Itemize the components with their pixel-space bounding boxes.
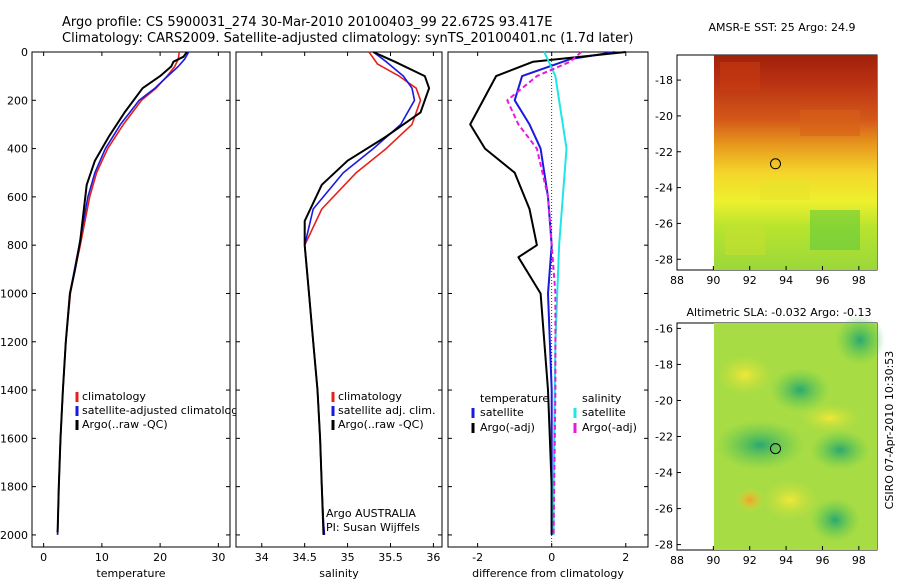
map-y-tick-label: -26 bbox=[655, 217, 673, 230]
x-tick-label: 30 bbox=[211, 551, 225, 564]
x-tick-label: 35.5 bbox=[378, 551, 403, 564]
legend-entry: climatology bbox=[338, 390, 402, 403]
map-y-tick-label: -28 bbox=[655, 253, 673, 266]
sst-heatmap-patches bbox=[720, 62, 860, 255]
map-y-tick-label: -26 bbox=[655, 503, 673, 516]
x-tick-label: 34.5 bbox=[292, 551, 317, 564]
map-y-tick-label: -24 bbox=[655, 467, 673, 480]
series-line-2 bbox=[56, 51, 188, 533]
sst-map-title: AMSR-E SST: 25 Argo: 24.9 bbox=[708, 21, 855, 34]
y-tick-label: 600 bbox=[7, 191, 28, 204]
difference-panel: -2 0 2 difference from climatology temperatu… bbox=[447, 51, 649, 580]
legend-entry: Argo(-adj) bbox=[582, 421, 637, 434]
y-tick-label: 1000 bbox=[0, 287, 28, 300]
x-tick-label: 2 bbox=[622, 551, 629, 564]
sst-map-panel: AMSR-E SST: 25 Argo: 24.9 88 90 92 94 96 98 -2… bbox=[655, 21, 878, 287]
legend-entry: climatology bbox=[82, 390, 146, 403]
sst-map-axes: 88 90 92 94 96 98 -28 -26 -24 -22 -20 -18 bbox=[655, 74, 866, 287]
map-y-tick-label: -28 bbox=[655, 539, 673, 552]
x-tick-label: 10 bbox=[95, 551, 109, 564]
map-x-tick-label: 90 bbox=[706, 554, 720, 567]
timestamp-label: CSIRO 07-Apr-2010 10:30:53 bbox=[883, 351, 896, 510]
sla-map-panel: Altimetric SLA: -0.032 Argo: -0.13 88 90 9… bbox=[655, 306, 885, 567]
map-y-tick-label: -18 bbox=[655, 74, 673, 87]
map-x-tick-label: 98 bbox=[852, 274, 866, 287]
legend-entry: Argo(..raw -QC) bbox=[338, 418, 424, 431]
y-tick-label: 800 bbox=[7, 239, 28, 252]
legend-entry: temperature bbox=[480, 392, 549, 405]
x-tick-label: 0 bbox=[548, 551, 555, 564]
y-tick-label: 1800 bbox=[0, 481, 28, 494]
x-axis-label: temperature bbox=[96, 567, 165, 580]
x-tick-label: 20 bbox=[153, 551, 167, 564]
sla-argo-location-marker bbox=[769, 443, 781, 455]
salinity-panel: 34 34.5 35 35.5 36 salinity climatologysatelli… bbox=[235, 51, 443, 580]
map-y-tick-label: -24 bbox=[655, 182, 673, 195]
map-x-tick-label: 96 bbox=[815, 554, 829, 567]
y-tick-label: 200 bbox=[7, 94, 28, 107]
sla-map-title: Altimetric SLA: -0.032 Argo: -0.13 bbox=[687, 306, 872, 319]
legend-entry: Argo(-adj) bbox=[480, 421, 535, 434]
x-axis-label: salinity bbox=[319, 567, 359, 580]
legend-entry: satellite bbox=[480, 406, 524, 419]
series-line-3 bbox=[506, 51, 582, 535]
x-tick-label: 36 bbox=[426, 551, 440, 564]
sla-heatmap-patches bbox=[715, 315, 885, 542]
series-line-2 bbox=[543, 51, 568, 535]
y-tick-label: 400 bbox=[7, 143, 28, 156]
series-line-2 bbox=[303, 51, 431, 535]
sla-map-axes: 88 90 92 94 96 98 -28 -26 -24 -22 -20 -18 -16 bbox=[655, 322, 866, 567]
plot-frame bbox=[235, 51, 443, 548]
argo-annotation: Argo AUSTRALIA bbox=[326, 507, 416, 520]
map-y-tick-label: -22 bbox=[655, 431, 673, 444]
x-tick-label: 0 bbox=[40, 551, 47, 564]
map-x-tick-label: 92 bbox=[743, 274, 757, 287]
x-axis-label: difference from climatology bbox=[472, 567, 624, 580]
x-tick-label: 35 bbox=[341, 551, 355, 564]
map-x-tick-label: 94 bbox=[779, 274, 793, 287]
map-x-tick-label: 90 bbox=[706, 274, 720, 287]
x-tick-label: 34 bbox=[255, 551, 269, 564]
map-x-tick-label: 88 bbox=[670, 274, 684, 287]
map-y-tick-label: -20 bbox=[655, 110, 673, 123]
plot-frame bbox=[31, 51, 231, 548]
map-y-tick-label: -18 bbox=[655, 358, 673, 371]
map-x-tick-label: 96 bbox=[815, 274, 829, 287]
legend-entry: satellite-adjusted climatology bbox=[82, 404, 245, 417]
temperature-panel: 0 10 20 30 0 200 400 600 800 1000 1200 1400 1600 1800… bbox=[0, 46, 245, 580]
series-line-0 bbox=[513, 51, 615, 535]
legend-entry: satellite adj. clim. bbox=[338, 404, 435, 417]
y-tick-label: 0 bbox=[21, 46, 28, 59]
map-x-tick-label: 92 bbox=[743, 554, 757, 567]
figure-title-line2: Climatology: CARS2009. Satellite-adjuste… bbox=[62, 31, 634, 46]
map-x-tick-label: 98 bbox=[852, 554, 866, 567]
sst-argo-location-marker bbox=[769, 158, 781, 170]
map-x-tick-label: 94 bbox=[779, 554, 793, 567]
legend-entry: satellite bbox=[582, 406, 626, 419]
map-y-tick-label: -22 bbox=[655, 146, 673, 159]
y-tick-label: 1400 bbox=[0, 384, 28, 397]
map-x-tick-label: 88 bbox=[670, 554, 684, 567]
y-tick-label: 1600 bbox=[0, 432, 28, 445]
y-tick-label: 1200 bbox=[0, 336, 28, 349]
legend-entry: salinity bbox=[582, 392, 622, 405]
map-y-tick-label: -16 bbox=[655, 322, 673, 335]
map-y-tick-label: -20 bbox=[655, 394, 673, 407]
series-line-1 bbox=[469, 51, 626, 535]
figure-title-line1: Argo profile: CS 5900031_274 30-Mar-2010… bbox=[62, 15, 552, 30]
legend-entry: Argo(..raw -QC) bbox=[82, 418, 168, 431]
argo-annotation: PI: Susan Wijffels bbox=[326, 521, 420, 534]
y-tick-label: 2000 bbox=[0, 529, 28, 542]
x-tick-label: -2 bbox=[472, 551, 483, 564]
